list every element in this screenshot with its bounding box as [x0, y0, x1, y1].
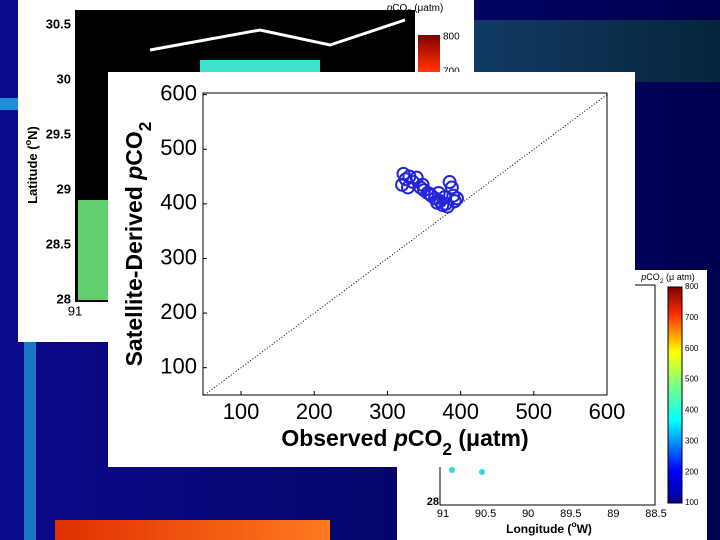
x-tick-label: 300 [369, 399, 406, 424]
y-tick-label: 28.5 [46, 236, 71, 251]
y-tick-label: 30 [57, 71, 71, 86]
colorbar-tick-label: 700 [685, 313, 699, 322]
point [447, 194, 462, 209]
point [415, 177, 430, 192]
x-tick-label: 90.5 [475, 508, 496, 520]
axis-label: pCO2 (μ atm) [640, 272, 694, 285]
colorbar-tick-label: 600 [685, 344, 699, 353]
x-tick-label: 200 [296, 399, 333, 424]
y-tick-label: 400 [160, 190, 197, 215]
x-tick-label: 600 [589, 399, 626, 424]
x-tick-label: 500 [515, 399, 552, 424]
label-part: 2 [407, 7, 411, 16]
colorbar-tick-label: 300 [685, 436, 699, 445]
label-part: p [393, 425, 408, 451]
y-tick-label: 28 [427, 496, 439, 508]
label-part: (μatm) [452, 425, 529, 451]
point [430, 195, 445, 210]
x-tick-label: 400 [442, 399, 479, 424]
x-tick-label: 91 [68, 303, 82, 318]
label-part: Longitude ( [506, 522, 571, 536]
label-part: o [23, 139, 33, 145]
coastline [149, 18, 406, 52]
label-part: Satellite-Derived [121, 180, 147, 367]
label-part: Observed [281, 425, 394, 451]
y-tick-label: 500 [160, 135, 197, 160]
scatter-panel: 100 200 300 400 500 600 100 200 300 400 500 600 Obse… [108, 72, 635, 467]
axis-label: Observed pCO2 (μatm) [281, 425, 528, 458]
y-tick-label: 28 [57, 291, 71, 306]
x-tick-label: 88.5 [645, 508, 666, 520]
axis-label: pCO2 (μatm) [386, 3, 444, 17]
label-part: CO [408, 425, 443, 451]
label-part: 2 [135, 122, 155, 132]
label-part: p [386, 3, 393, 14]
label-part: 2 [660, 278, 664, 285]
colorbar-tick-label: 400 [685, 406, 699, 415]
colorbar-tick-label: 500 [685, 375, 699, 384]
y-tick-label: 200 [160, 299, 197, 324]
axis-label: Satellite-Derived pCO2 [121, 122, 154, 367]
y-tick-label: 100 [160, 354, 197, 379]
colorbar [667, 286, 683, 504]
label-part: (μatm) [411, 3, 443, 14]
label-part: o [571, 519, 576, 529]
x-tick-label: 91 [437, 508, 449, 520]
plot-area [202, 92, 608, 396]
point [400, 180, 415, 195]
colorbar-tick-label: 800 [443, 32, 460, 43]
colorbar-tick-label: 100 [685, 498, 699, 507]
y-tick-label: 600 [160, 80, 197, 105]
label-part: (μ atm) [664, 272, 695, 282]
y-tick-label: 30.5 [46, 16, 71, 31]
label-part: Latitude ( [25, 145, 40, 204]
axis-label: Latitude (oN) [23, 126, 40, 204]
x-tick-label: 100 [223, 399, 260, 424]
y-tick-label: 29 [57, 181, 71, 196]
label-part: p [640, 272, 646, 282]
label-part: p [121, 166, 147, 181]
label-part: 2 [442, 439, 452, 459]
point [422, 187, 437, 202]
colorbar-tick-label: 800 [685, 282, 699, 291]
orange-bar [55, 520, 330, 540]
map-dot [479, 469, 485, 475]
point [449, 191, 464, 206]
map-dot [449, 467, 455, 473]
x-tick-label: 90 [522, 508, 534, 520]
point [446, 188, 461, 203]
label-part: CO [121, 131, 147, 166]
axis-label: Longitude (oW) [506, 519, 592, 536]
point [444, 180, 459, 195]
label-part: N) [25, 126, 40, 140]
x-tick-label: 89.5 [560, 508, 581, 520]
x-tick-label: 89 [607, 508, 619, 520]
label-part: CO [392, 3, 407, 14]
colorbar-tick-label: 200 [685, 467, 699, 476]
label-part: W) [577, 522, 592, 536]
y-tick-label: 29.5 [46, 126, 71, 141]
label-part: CO [646, 272, 660, 282]
y-tick-label: 300 [160, 244, 197, 269]
